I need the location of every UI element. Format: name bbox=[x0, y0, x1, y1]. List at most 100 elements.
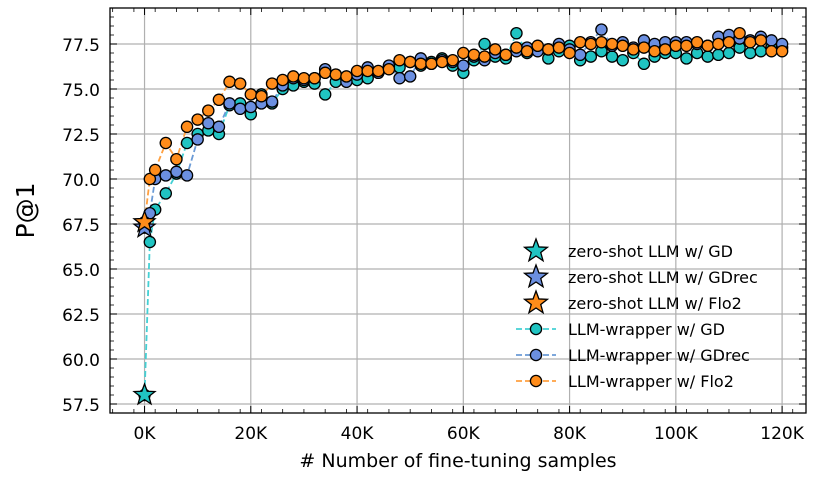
data-point-series-2 bbox=[403, 55, 417, 69]
data-point-series-0 bbox=[159, 187, 173, 200]
data-point-series-2 bbox=[478, 50, 491, 63]
data-point-series-2 bbox=[223, 75, 236, 89]
data-point-series-2 bbox=[563, 46, 576, 60]
data-point-series-0 bbox=[616, 53, 629, 67]
data-point-series-1 bbox=[457, 59, 470, 72]
legend: zero-shot LLM w/ GD zero-shot LLM w/ GDre… bbox=[516, 237, 758, 391]
legend-label: LLM-wrapper w/ GD bbox=[568, 320, 725, 339]
data-point-series-2 bbox=[202, 104, 215, 117]
data-point-series-2 bbox=[765, 44, 778, 58]
data-point-series-2 bbox=[287, 70, 300, 83]
y-tick-label: 57.5 bbox=[62, 396, 100, 416]
data-point-series-1 bbox=[191, 133, 204, 146]
y-tick-label: 77.5 bbox=[62, 36, 100, 56]
y-axis-label: P@1 bbox=[11, 183, 40, 239]
data-point-series-1 bbox=[180, 169, 194, 182]
data-point-series-2 bbox=[318, 66, 332, 80]
data-point-series-2 bbox=[393, 53, 406, 67]
legend-star-marker bbox=[522, 237, 550, 263]
data-point-series-2 bbox=[297, 71, 311, 85]
data-point-series-2 bbox=[510, 41, 523, 54]
data-point-series-2 bbox=[701, 39, 714, 53]
legend-star-marker bbox=[522, 263, 550, 289]
data-point-series-2 bbox=[382, 62, 396, 76]
data-point-series-2 bbox=[467, 48, 481, 62]
data-point-series-1 bbox=[212, 120, 226, 134]
x-tick-label: 20K bbox=[234, 424, 268, 444]
data-point-series-2 bbox=[648, 44, 661, 58]
legend-star-marker bbox=[522, 289, 550, 315]
data-point-series-2 bbox=[499, 48, 513, 62]
data-point-series-2 bbox=[733, 26, 746, 40]
data-point-series-1 bbox=[244, 100, 258, 114]
data-point-series-2 bbox=[531, 39, 544, 53]
data-point-series-1 bbox=[393, 71, 406, 85]
data-point-series-0 bbox=[754, 44, 768, 58]
y-tick-label: 60.0 bbox=[62, 351, 100, 371]
data-point-series-2 bbox=[446, 53, 459, 67]
plot-frame bbox=[109, 7, 807, 414]
x-tick-label: 120K bbox=[760, 424, 804, 444]
data-point-series-2 bbox=[680, 39, 693, 53]
data-point-series-2 bbox=[627, 43, 640, 56]
legend-label: zero-shot LLM w/ Flo2 bbox=[568, 294, 742, 313]
data-point-series-2 bbox=[276, 73, 289, 87]
data-point-series-0 bbox=[318, 88, 332, 101]
data-point-series-2 bbox=[690, 35, 704, 49]
data-point-series-2 bbox=[212, 93, 226, 107]
data-point-series-2 bbox=[361, 64, 374, 78]
data-point-series-1 bbox=[233, 102, 247, 116]
data-point-series-2 bbox=[414, 57, 428, 71]
data-point-series-0 bbox=[743, 46, 757, 60]
data-point-series-2 bbox=[255, 89, 268, 103]
data-point-series-0 bbox=[143, 235, 157, 249]
data-point-series-2 bbox=[425, 57, 438, 71]
data-point-series-2 bbox=[329, 68, 343, 81]
zero-shot-star-2 bbox=[132, 209, 157, 233]
data-point-series-1 bbox=[159, 169, 173, 182]
data-point-series-2 bbox=[457, 46, 470, 60]
data-point-series-1 bbox=[595, 23, 608, 36]
data-point-series-1 bbox=[223, 97, 236, 110]
data-point-series-0 bbox=[605, 50, 619, 63]
data-point-series-2 bbox=[244, 88, 258, 101]
legend-label: LLM-wrapper w/ Flo2 bbox=[568, 372, 734, 391]
data-point-series-2 bbox=[143, 172, 157, 186]
data-point-series-0 bbox=[584, 50, 598, 63]
data-point-series-2 bbox=[340, 70, 353, 83]
data-point-series-2 bbox=[435, 55, 449, 69]
y-tick-label: 67.5 bbox=[62, 216, 100, 236]
x-tick-label: 0K bbox=[134, 424, 157, 444]
data-point-series-1 bbox=[403, 70, 417, 83]
legend-label: zero-shot LLM w/ GDrec bbox=[568, 268, 758, 287]
x-tick-label: 60K bbox=[447, 424, 481, 444]
data-point-series-0 bbox=[722, 46, 736, 60]
data-point-series-2 bbox=[180, 120, 194, 134]
data-point-series-2 bbox=[595, 35, 608, 49]
data-point-series-2 bbox=[775, 44, 789, 58]
series-line-0 bbox=[143, 31, 783, 396]
data-point-series-1 bbox=[765, 34, 778, 47]
data-point-series-0 bbox=[478, 37, 491, 51]
axis-ticks: 0K 20K 40K 60K 80K 100K 120K 57.5 60.0 62.5 65.0 67… bbox=[62, 8, 806, 444]
x-tick-label: 100K bbox=[654, 424, 698, 444]
legend-dot-marker bbox=[529, 322, 543, 336]
data-point-series-2 bbox=[233, 77, 247, 90]
legend-dot-marker bbox=[529, 374, 543, 388]
data-point-series-2 bbox=[308, 71, 321, 85]
data-point-series-2 bbox=[520, 44, 534, 58]
legend-label: zero-shot LLM w/ GD bbox=[568, 242, 733, 261]
y-tick-label: 75.0 bbox=[62, 81, 100, 101]
data-point-series-2 bbox=[584, 37, 598, 51]
data-point-series-2 bbox=[743, 35, 757, 49]
series-points bbox=[132, 23, 789, 406]
data-point-series-2 bbox=[616, 39, 629, 53]
data-point-series-2 bbox=[754, 34, 768, 47]
data-point-series-2 bbox=[605, 37, 619, 51]
data-point-series-2 bbox=[542, 43, 555, 56]
data-point-series-1 bbox=[265, 95, 279, 108]
legend-dot-marker bbox=[529, 348, 543, 362]
data-point-series-1 bbox=[202, 116, 215, 130]
data-point-series-2 bbox=[148, 163, 162, 177]
data-point-series-2 bbox=[669, 39, 683, 53]
